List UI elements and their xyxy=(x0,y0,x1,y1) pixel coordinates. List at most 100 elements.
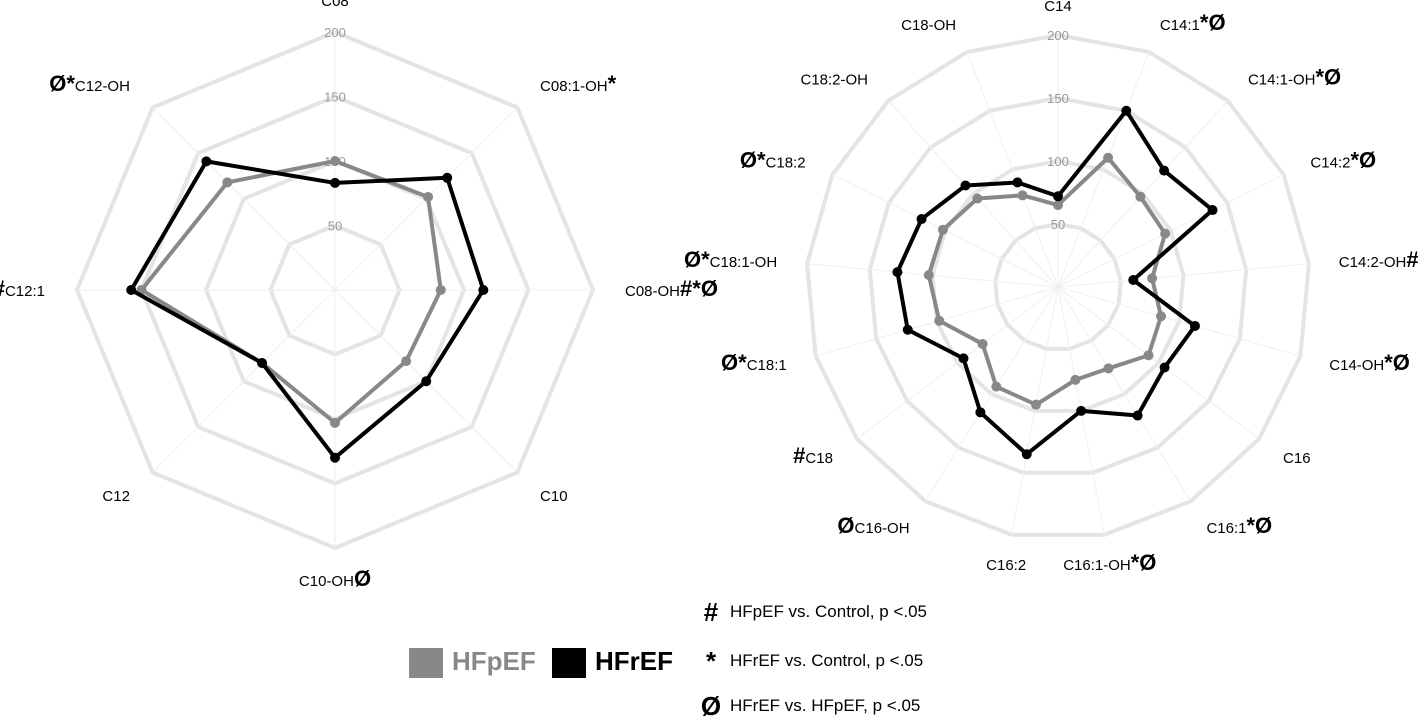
point-hfref xyxy=(478,285,489,295)
category-label: C18-OH xyxy=(901,17,956,34)
category-label: C14 xyxy=(1044,0,1072,15)
point-hfpef xyxy=(1143,350,1154,361)
category-label: C10-OHØ xyxy=(299,566,371,591)
point-hfref xyxy=(126,285,137,295)
point-hfpef xyxy=(972,193,983,204)
point-hfpef xyxy=(1147,273,1158,284)
tick-label: 50 xyxy=(328,219,342,234)
tick-label: 100 xyxy=(1047,154,1069,169)
category-label: C12 xyxy=(102,488,130,505)
grid-ring-150 xyxy=(867,95,1249,475)
category-label: Ø*C18:1-OH xyxy=(684,247,777,272)
point-hfref xyxy=(1121,105,1132,116)
spoke xyxy=(856,286,1059,440)
point-hfref xyxy=(421,376,432,387)
point-hfpef xyxy=(330,156,340,166)
point-hfpef xyxy=(1135,191,1146,202)
category-label: C16:2 xyxy=(986,557,1026,574)
category-label: C16:1*Ø xyxy=(1206,513,1272,538)
category-label: Ø*C18:1 xyxy=(721,350,787,375)
point-hfpef xyxy=(1053,200,1063,211)
asterisk-symbol: * xyxy=(705,645,717,676)
tick-label: 200 xyxy=(1047,28,1069,43)
null-symbol: Ø xyxy=(700,690,722,721)
point-hfpef xyxy=(222,177,233,188)
spoke xyxy=(966,51,1059,288)
series-line-hfpef xyxy=(926,155,1168,407)
point-hfpef xyxy=(1160,228,1171,239)
category-label: #C18 xyxy=(793,443,833,468)
spoke xyxy=(887,100,1059,288)
point-hfref xyxy=(892,267,903,278)
category-label: C10 xyxy=(540,488,568,505)
tick-label: 200 xyxy=(324,25,346,40)
legend-label-hfpef: HFpEF xyxy=(452,646,536,676)
spoke xyxy=(1057,286,1192,502)
point-hfref xyxy=(257,357,268,368)
point-hfpef xyxy=(401,356,412,367)
category-label: C08-OH#*Ø xyxy=(625,276,718,301)
category-label: C14:1*Ø xyxy=(1160,10,1226,35)
spoke xyxy=(1057,51,1150,288)
spoke xyxy=(152,289,336,473)
point-hfref xyxy=(201,156,212,167)
point-hfref xyxy=(330,452,340,463)
spoke xyxy=(1057,174,1284,288)
grid-ring-200 xyxy=(805,32,1311,537)
spoke xyxy=(924,286,1059,502)
category-label: C08 xyxy=(321,0,349,10)
tick-label: 150 xyxy=(324,90,346,105)
hash-symbol: # xyxy=(703,596,719,627)
point-hfref xyxy=(1159,362,1170,373)
point-hfref xyxy=(958,353,969,364)
note-hfpef-vs-control: # HFpEF vs. Control, p <.05 xyxy=(698,597,927,627)
legend-label-hfref: HFrEF xyxy=(595,646,673,676)
point-hfpef xyxy=(937,224,948,235)
note-text: HFrEF vs. Control, p <.05 xyxy=(730,651,924,670)
point-hfref xyxy=(1021,449,1032,460)
note-text: HFpEF vs. Control, p <.05 xyxy=(730,602,927,621)
point-hfpef xyxy=(1070,374,1081,385)
point-hfpef xyxy=(435,285,446,295)
legend-swatch-hfpef xyxy=(409,648,443,678)
point-hfref xyxy=(1189,320,1200,331)
point-hfpef xyxy=(923,270,934,281)
category-label: C14:2-OH#Ø xyxy=(1339,247,1418,272)
note-text: HFrEF vs. HFpEF, p <.05 xyxy=(730,696,921,715)
point-hfref xyxy=(1159,165,1170,176)
spoke xyxy=(152,107,336,291)
point-hfref xyxy=(916,214,927,225)
category-label: *#C12:1 xyxy=(0,276,45,301)
point-hfpef xyxy=(1017,190,1028,201)
point-hfref xyxy=(1132,410,1143,421)
point-hfref xyxy=(960,180,971,191)
point-hfpef xyxy=(991,381,1002,392)
point-hfref xyxy=(902,324,913,335)
series-line-hfpef xyxy=(139,159,443,425)
category-label: Ø*C18:2 xyxy=(740,147,806,172)
point-hfref xyxy=(1076,405,1087,416)
point-hfref xyxy=(1053,191,1063,202)
tick-label: 50 xyxy=(1051,217,1065,232)
category-label: ØC16-OH xyxy=(837,513,909,538)
tick-label: 150 xyxy=(1047,91,1069,106)
category-label: C18:2-OH xyxy=(800,72,868,89)
point-hfref xyxy=(330,177,340,188)
category-label: C08:1-OH* xyxy=(540,71,617,96)
point-hfpef xyxy=(423,191,434,202)
point-hfref xyxy=(1207,205,1218,216)
category-label: Ø*C12-OH xyxy=(49,71,130,96)
point-hfref xyxy=(975,407,986,418)
point-hfpef xyxy=(1103,152,1114,163)
point-hfpef xyxy=(934,315,945,326)
point-hfref xyxy=(1012,177,1023,188)
point-hfpef xyxy=(1156,311,1167,322)
grid-ring-50 xyxy=(993,221,1123,351)
point-hfpef xyxy=(1031,399,1042,410)
radar-charts: 50 100 150 200 C08 C08:1-OH* C08-OH#*Ø C10 C10-O… xyxy=(0,0,1418,591)
point-hfref xyxy=(442,172,453,183)
category-label: C16:1-OH*Ø xyxy=(1063,550,1156,575)
note-hfref-vs-hfpef: Ø HFrEF vs. HFpEF, p <.05 xyxy=(698,691,920,721)
legend-swatch-hfref xyxy=(552,648,586,678)
category-label: C14:1-OH*Ø xyxy=(1248,65,1341,90)
